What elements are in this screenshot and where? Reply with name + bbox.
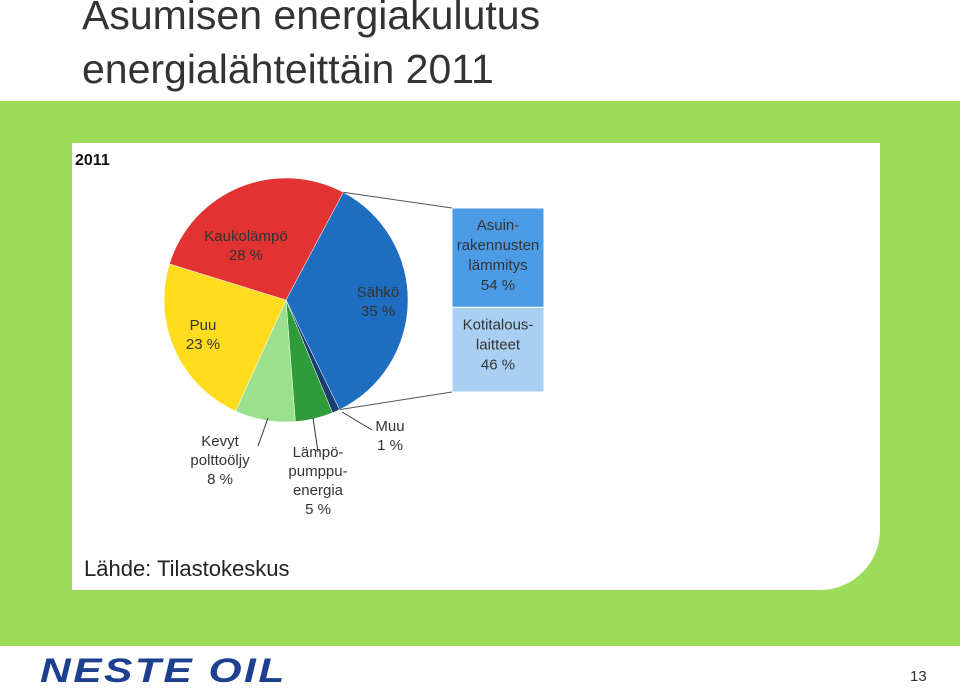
breakdown-label: Asuin-rakennusten lämmitys <box>457 217 540 274</box>
connector-line <box>343 191 453 209</box>
page-number: 13 <box>910 668 927 685</box>
pie-slice <box>285 191 409 410</box>
slice-label: Lämpö-pumppu-energia <box>288 444 347 499</box>
value-label: 35 % <box>361 303 395 320</box>
value-label: 28 % <box>229 247 263 264</box>
breakdown-value-label: 46 % <box>481 356 515 373</box>
source-note: Lähde: Tilastokeskus <box>84 556 290 581</box>
title-line: energialähteittäin 2011 <box>82 46 494 92</box>
value-label: 23 % <box>186 336 220 353</box>
breakdown-label: Kotitalous-laitteet <box>463 316 534 353</box>
breakdown-value-label: 54 % <box>481 277 515 294</box>
slice-label: Sähkö <box>357 284 400 301</box>
leader-line <box>341 411 373 431</box>
leader-line <box>312 417 319 453</box>
slice-label: Kaukolämpö <box>204 228 287 245</box>
leader-line <box>257 417 269 447</box>
logo: NESTE OIL <box>40 652 287 690</box>
chart-title: 2011 <box>75 152 110 169</box>
pie-slice <box>163 263 287 412</box>
title-line: Asumisen energiakulutus <box>82 0 541 38</box>
value-label: 1 % <box>377 437 403 454</box>
breakdown-segment <box>451 306 545 393</box>
breakdown-segment <box>451 207 545 308</box>
pie-slice <box>169 177 344 301</box>
value-label: 5 % <box>305 501 331 518</box>
slice-label: Kevyt polttoöljy <box>190 433 250 469</box>
value-label: 8 % <box>207 471 233 488</box>
connector-line <box>339 391 453 411</box>
slice-label: Puu <box>190 317 217 334</box>
slice-label: Muu <box>375 418 404 435</box>
slide-title: Asumisen energiakulutus energialähteittä… <box>82 0 540 96</box>
